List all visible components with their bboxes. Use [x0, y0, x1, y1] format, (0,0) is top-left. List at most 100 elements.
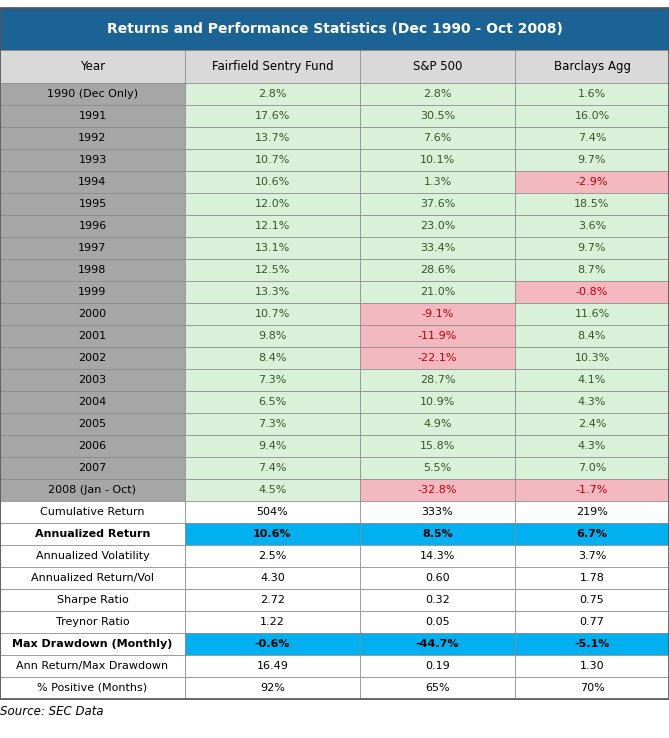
Bar	[185, 369, 360, 391]
Text: 10.3%: 10.3%	[575, 353, 609, 363]
Text: 92%: 92%	[260, 683, 285, 693]
Text: 1.22: 1.22	[260, 617, 285, 627]
Text: -5.1%: -5.1%	[574, 639, 609, 649]
Bar	[0, 127, 185, 149]
Bar	[515, 171, 669, 193]
Text: 1995: 1995	[78, 199, 106, 209]
Text: 9.8%: 9.8%	[258, 331, 287, 341]
Text: Annualized Volatility: Annualized Volatility	[35, 551, 149, 561]
Bar	[515, 193, 669, 215]
Text: 2.5%: 2.5%	[258, 551, 287, 561]
Bar	[0, 347, 185, 369]
Bar	[0, 545, 185, 567]
Bar	[185, 589, 360, 611]
Bar	[185, 545, 360, 567]
Text: 15.8%: 15.8%	[420, 441, 455, 451]
Bar	[360, 589, 515, 611]
Text: 2.8%: 2.8%	[423, 89, 452, 99]
Bar	[0, 391, 185, 413]
Bar	[515, 347, 669, 369]
Text: 0.60: 0.60	[425, 573, 450, 583]
Text: 2001: 2001	[78, 331, 106, 341]
Text: 8.5%: 8.5%	[422, 529, 453, 539]
Text: 7.0%: 7.0%	[578, 463, 606, 473]
Text: 16.49: 16.49	[257, 661, 288, 671]
Bar	[0, 50, 185, 83]
Bar	[360, 259, 515, 281]
Bar	[515, 149, 669, 171]
Bar	[515, 303, 669, 325]
Bar	[515, 325, 669, 347]
Bar	[0, 325, 185, 347]
Bar	[0, 589, 185, 611]
Bar	[0, 259, 185, 281]
Bar	[360, 611, 515, 633]
Bar	[360, 457, 515, 479]
Bar	[360, 391, 515, 413]
Text: 6.5%: 6.5%	[258, 397, 286, 407]
Text: 13.7%: 13.7%	[255, 133, 290, 143]
Text: 1998: 1998	[78, 265, 106, 275]
Bar	[185, 127, 360, 149]
Text: 7.4%: 7.4%	[578, 133, 606, 143]
Text: 2.8%: 2.8%	[258, 89, 287, 99]
Bar	[185, 50, 360, 83]
Text: 1991: 1991	[78, 111, 106, 121]
Bar	[185, 633, 360, 655]
Bar	[360, 237, 515, 259]
Bar	[515, 633, 669, 655]
Text: 0.05: 0.05	[425, 617, 450, 627]
Bar	[0, 369, 185, 391]
Text: 1994: 1994	[78, 177, 106, 187]
Text: Returns and Performance Statistics (Dec 1990 - Oct 2008): Returns and Performance Statistics (Dec …	[106, 22, 563, 36]
Text: 4.9%: 4.9%	[423, 419, 452, 429]
Bar	[360, 171, 515, 193]
Bar	[185, 259, 360, 281]
Bar	[515, 501, 669, 523]
Text: 1997: 1997	[78, 243, 106, 253]
Text: 9.7%: 9.7%	[578, 155, 606, 165]
Bar	[185, 325, 360, 347]
Bar	[360, 215, 515, 237]
Text: 12.5%: 12.5%	[255, 265, 290, 275]
Text: 10.6%: 10.6%	[255, 177, 290, 187]
Bar	[515, 391, 669, 413]
Bar	[0, 303, 185, 325]
Bar	[515, 127, 669, 149]
Bar	[360, 655, 515, 677]
Bar	[360, 633, 515, 655]
Text: 37.6%: 37.6%	[420, 199, 455, 209]
Bar	[0, 677, 185, 699]
Bar	[185, 215, 360, 237]
Bar	[515, 435, 669, 457]
Text: -22.1%: -22.1%	[417, 353, 457, 363]
Text: 28.6%: 28.6%	[419, 265, 455, 275]
Bar	[185, 171, 360, 193]
Text: 4.30: 4.30	[260, 573, 285, 583]
Bar	[515, 677, 669, 699]
Text: 2003: 2003	[78, 375, 106, 385]
Bar	[0, 193, 185, 215]
Text: 2004: 2004	[78, 397, 106, 407]
Bar	[0, 501, 185, 523]
Text: Source: SEC Data: Source: SEC Data	[0, 705, 104, 718]
Text: 10.6%: 10.6%	[253, 529, 292, 539]
Text: 2007: 2007	[78, 463, 106, 473]
Text: 2006: 2006	[78, 441, 106, 451]
Bar	[360, 149, 515, 171]
Text: 1990 (Dec Only): 1990 (Dec Only)	[47, 89, 138, 99]
Bar	[0, 655, 185, 677]
Text: 12.1%: 12.1%	[255, 221, 290, 231]
Bar	[0, 281, 185, 303]
Text: 13.1%: 13.1%	[255, 243, 290, 253]
Bar	[185, 391, 360, 413]
Text: 4.1%: 4.1%	[578, 375, 606, 385]
Bar	[0, 457, 185, 479]
Text: -11.9%: -11.9%	[418, 331, 457, 341]
Text: 504%: 504%	[257, 507, 288, 517]
Text: 0.19: 0.19	[425, 661, 450, 671]
Bar	[0, 633, 185, 655]
Text: 2008 (Jan - Oct): 2008 (Jan - Oct)	[48, 485, 136, 495]
Bar	[185, 523, 360, 545]
Text: 1.6%: 1.6%	[578, 89, 606, 99]
